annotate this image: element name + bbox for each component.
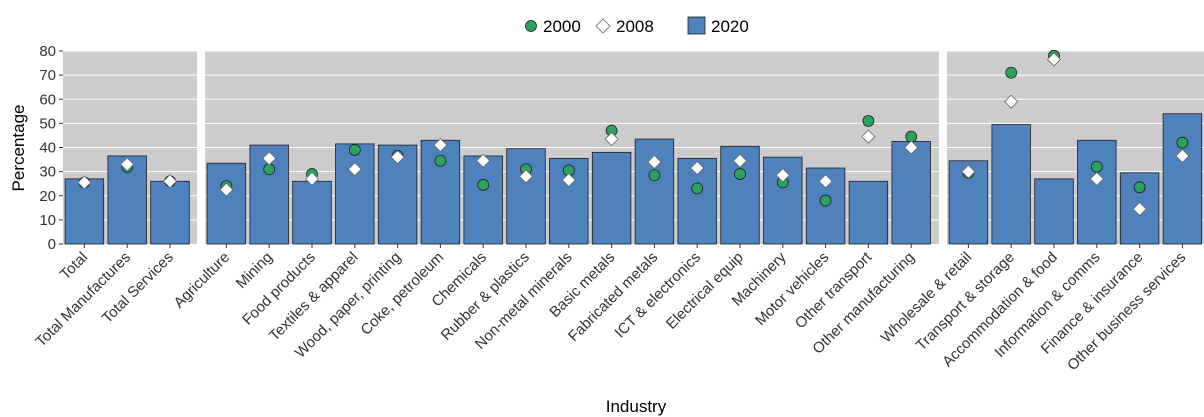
x-axis-title: Industry	[606, 397, 667, 416]
bar-2020-food-products	[292, 180, 332, 245]
y-tick-label: 70	[39, 67, 56, 84]
point-2000-other-transport	[862, 115, 875, 127]
bar-2020-other-manufacturing	[891, 141, 931, 245]
panel-1	[63, 50, 197, 245]
point-2008-food-products	[304, 171, 320, 186]
point-2008-fabricated-metals	[647, 154, 662, 170]
x-tick-label-total: Total	[57, 249, 91, 283]
bar-2020-accommodation-food	[1034, 178, 1074, 245]
bar-2020-basic-metals	[591, 151, 632, 245]
legend-label-2000: 2000	[543, 17, 581, 36]
x-tick-label-other-transport: Other transport	[792, 248, 876, 332]
x-tick-label-electrical-equip: Electrical equip	[663, 249, 747, 333]
legend-label-2020: 2020	[711, 17, 749, 36]
point-2000-coke-petroleum	[434, 154, 447, 167]
bar-2020-transport-storage	[991, 124, 1031, 245]
point-2008-total-manufactures	[120, 157, 135, 172]
point-2008-mining	[262, 151, 277, 166]
point-2008-chemicals	[476, 153, 491, 168]
legend-label-2008: 2008	[616, 17, 654, 36]
plot-panels	[63, 49, 1204, 245]
y-tick-label: 80	[39, 43, 56, 60]
point-2008-non-metal-minerals	[561, 173, 576, 188]
point-2000-motor-vehicles	[819, 194, 832, 207]
bar-2020-fabricated-metals	[634, 138, 675, 245]
point-2000-transport-storage	[1005, 66, 1018, 79]
y-axis: 0 10 20 30 40 50 60 70 80	[39, 43, 63, 253]
y-axis-title: Percentage	[9, 105, 28, 192]
bar-2020-information-comms	[1077, 139, 1117, 245]
point-2000-information-comms	[1090, 160, 1103, 173]
point-2000-ict-electronics	[691, 182, 704, 195]
point-2008-rubber-plastics	[518, 169, 534, 184]
point-2008-motor-vehicles	[818, 174, 833, 189]
legend: 2000 2008 2020	[525, 16, 749, 36]
point-2000-fabricated-metals	[648, 169, 661, 182]
bar-2020-total	[64, 178, 105, 245]
point-2008-transport-storage	[1004, 94, 1019, 109]
point-2008-other-transport	[861, 129, 876, 144]
point-2008-ict-electronics	[690, 160, 705, 176]
panel-3	[947, 49, 1204, 245]
legend-key-2008	[595, 18, 611, 34]
x-tick-label-motor-vehicles: Motor vehicles	[752, 249, 832, 329]
point-2008-agriculture	[219, 182, 234, 197]
y-tick-label: 40	[39, 140, 56, 157]
point-2000-finance-insurance	[1133, 181, 1146, 194]
y-tick-label: 60	[39, 91, 56, 108]
point-2008-information-comms	[1089, 171, 1104, 186]
bar-2020-textiles-apparel	[335, 143, 375, 245]
y-tick-label: 30	[39, 164, 56, 181]
y-tick-label: 20	[39, 188, 56, 205]
point-2008-other-manufacturing	[904, 140, 919, 155]
y-tick-label: 10	[39, 212, 56, 229]
bar-2020-agriculture	[206, 162, 247, 245]
point-2008-finance-insurance	[1132, 201, 1147, 217]
point-2008-coke-petroleum	[433, 138, 448, 153]
point-2008-accommodation-food	[1046, 52, 1062, 67]
point-2008-total	[77, 175, 92, 190]
point-2008-total-services	[162, 174, 178, 189]
bar-2020-chemicals	[463, 155, 503, 245]
point-2000-electrical-equip	[734, 168, 746, 180]
point-2008-machinery	[775, 168, 790, 183]
point-2000-chemicals	[477, 178, 490, 191]
point-2008-electrical-equip	[732, 153, 748, 168]
point-2000-other-business-services	[1176, 136, 1189, 149]
point-2008-other-business-services	[1175, 148, 1190, 164]
bar-2020-rubber-plastics	[506, 148, 546, 245]
y-tick-label: 0	[48, 236, 56, 253]
point-2008-basic-metals	[604, 131, 619, 147]
panel-2	[205, 50, 939, 245]
point-2008-wood-paper-printing	[390, 150, 405, 165]
legend-key-2000	[525, 20, 537, 32]
bar-2020-other-business-services	[1162, 113, 1203, 245]
bar-2020-total-services	[150, 180, 190, 245]
point-2008-wholesale-retail	[961, 164, 976, 179]
bar-2020-total-manufactures	[107, 155, 147, 245]
legend-key-2020	[687, 16, 706, 35]
point-2000-textiles-apparel	[348, 144, 361, 156]
point-2008-textiles-apparel	[347, 162, 362, 177]
bar-2020-other-transport	[848, 180, 889, 245]
x-tick-label-agriculture: Agriculture	[171, 249, 234, 312]
y-tick-label: 50	[39, 115, 56, 132]
